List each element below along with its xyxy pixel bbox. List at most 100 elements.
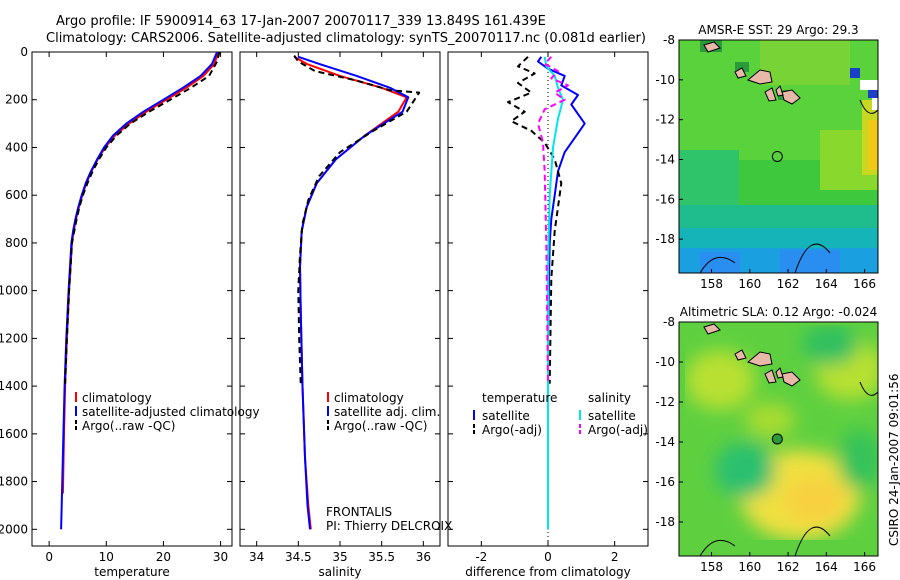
annotation-1: PI: Thierry DELCROIX	[326, 519, 452, 533]
sst-map-xtick-label: 158	[700, 277, 723, 291]
difference-legend-label: satellite	[588, 409, 636, 423]
sla-map-argo-marker	[771, 433, 783, 445]
sla-map-ytick-label: -10	[655, 355, 675, 369]
salinity-xtick-label: 35.5	[368, 550, 395, 564]
temperature-ytick-label: 1600	[0, 427, 28, 441]
sla-field	[679, 322, 878, 556]
temperature-ytick-label: 600	[5, 188, 28, 202]
sla-map-frame	[678, 321, 879, 557]
salinity-xlabel: salinity	[318, 565, 361, 579]
island-shape	[703, 41, 721, 53]
difference-xtick-label: -2	[475, 550, 487, 564]
temperature-xtick-label: 30	[213, 550, 228, 564]
island-shape	[746, 351, 773, 367]
island-shape	[775, 367, 784, 379]
sst-map-frame	[678, 39, 879, 274]
sst-map-ytick-label: -10	[655, 73, 675, 87]
difference-xtick-label: 0	[544, 550, 552, 564]
difference-xlabel: difference from climatology	[465, 565, 631, 579]
salinity-series-2	[293, 55, 421, 387]
temperature-xtick-label: 20	[156, 550, 171, 564]
sst-map-contour	[699, 256, 736, 273]
difference-xtick-label: 2	[611, 550, 619, 564]
sla-map: Altimetric SLA: 0.12 Argo: -0.024 158 160 1…	[655, 305, 879, 574]
salinity-xtick-label: 35	[332, 550, 347, 564]
salinity-xtick-label: 34.5	[285, 550, 312, 564]
temperature-series-1	[60, 52, 219, 530]
salinity-frame	[239, 51, 441, 547]
temperature-ytick-label: 0	[20, 45, 28, 59]
island-shape	[734, 67, 747, 79]
sst-map-ytick-label: -14	[655, 152, 675, 166]
salinity-series-0	[293, 55, 408, 530]
temperature-ytick-label: 1000	[0, 284, 28, 298]
sst-map-argo-marker	[771, 150, 783, 162]
sst-map-coastlines	[699, 41, 878, 273]
salinity-xtick-label: 34	[249, 550, 264, 564]
temperature-ytick-label: 1200	[0, 331, 28, 345]
sla-map-contour	[859, 381, 878, 396]
sla-map-xtick-label: 166	[853, 560, 876, 574]
figure-title-line-1: Argo profile: IF 5900914_63 17-Jan-2007 …	[56, 14, 546, 29]
difference-series-group	[507, 56, 586, 530]
difference-series-3	[537, 56, 569, 384]
difference-legend-label: satellite	[482, 409, 530, 423]
sst-map-title: AMSR-E SST: 29 Argo: 29.3	[698, 23, 858, 37]
temperature-legend-label: Argo(..raw -QC)	[82, 419, 175, 433]
salinity-xtick-label: 36	[416, 550, 431, 564]
temperature-xtick-label: 10	[99, 550, 114, 564]
sla-map-contour	[794, 526, 831, 556]
island-shape	[764, 369, 777, 384]
sst-map: AMSR-E SST: 29 Argo: 29.3 158 160 162 164 166…	[655, 23, 879, 291]
sla-map-xtick-label: 160	[738, 560, 761, 574]
sla-map-contour	[699, 539, 736, 556]
temperature-plot: 0 10 20 30 0 200 400 600 800 1000 1200 1400 1600 1800…	[0, 45, 260, 579]
temperature-ytick-label: 2000	[0, 522, 28, 536]
temperature-xtick-label: 0	[45, 550, 53, 564]
figure-title-line-2: Climatology: CARS2006. Satellite-adjuste…	[46, 31, 646, 46]
temperature-ytick-label: 1400	[0, 379, 28, 393]
sla-map-ytick-label: -18	[655, 515, 675, 529]
sst-map-xtick-label: 160	[738, 277, 761, 291]
temperature-ytick-label: 1800	[0, 475, 28, 489]
sla-map-xtick-label: 158	[700, 560, 723, 574]
sst-map-ytick-label: -12	[655, 113, 675, 127]
temperature-legend-label: climatology	[82, 391, 152, 405]
salinity-series-group	[293, 55, 421, 530]
temperature-legend-label: satellite-adjusted climatology	[82, 405, 260, 419]
temperature-series-group	[60, 52, 221, 530]
sla-map-ytick-label: -12	[655, 395, 675, 409]
sla-map-xtick-label: 164	[815, 560, 838, 574]
difference-legend-label: Argo(-adj)	[588, 423, 648, 437]
sst-map-ytick-label: -18	[655, 232, 675, 246]
sla-map-ytick-label: -14	[655, 435, 675, 449]
temperature-frame	[31, 51, 233, 547]
sst-map-xtick-label: 164	[815, 277, 838, 291]
island-shape	[781, 89, 801, 105]
island-shape	[781, 371, 801, 387]
sst-field	[679, 40, 878, 273]
sla-map-title: Altimetric SLA: 0.12 Argo: -0.024	[680, 305, 877, 319]
island-shape	[775, 85, 784, 97]
difference-legend-label: Argo(-adj)	[482, 423, 542, 437]
sla-map-ytick-label: -8	[663, 315, 675, 329]
sla-map-coastlines	[699, 323, 878, 556]
sla-map-xtick-label: 162	[777, 560, 800, 574]
salinity-legend-label: climatology	[334, 391, 404, 405]
annotation-0: FRONTALIS	[326, 505, 392, 519]
salinity-series-1	[297, 55, 410, 530]
difference-legend-heading: salinity	[588, 391, 631, 405]
temperature-series-2	[64, 52, 221, 384]
difference-series-0	[537, 56, 586, 530]
difference-series-2	[543, 56, 564, 530]
sla-map-ytick-label: -16	[655, 475, 675, 489]
temperature-ytick-label: 400	[5, 140, 28, 154]
temperature-xlabel: temperature	[94, 565, 169, 579]
sst-map-xtick-label: 162	[777, 277, 800, 291]
sst-map-ytick-label: -16	[655, 192, 675, 206]
island-shape	[746, 69, 773, 85]
sst-map-contour	[794, 243, 831, 273]
difference-legend-heading: temperature	[482, 391, 557, 405]
